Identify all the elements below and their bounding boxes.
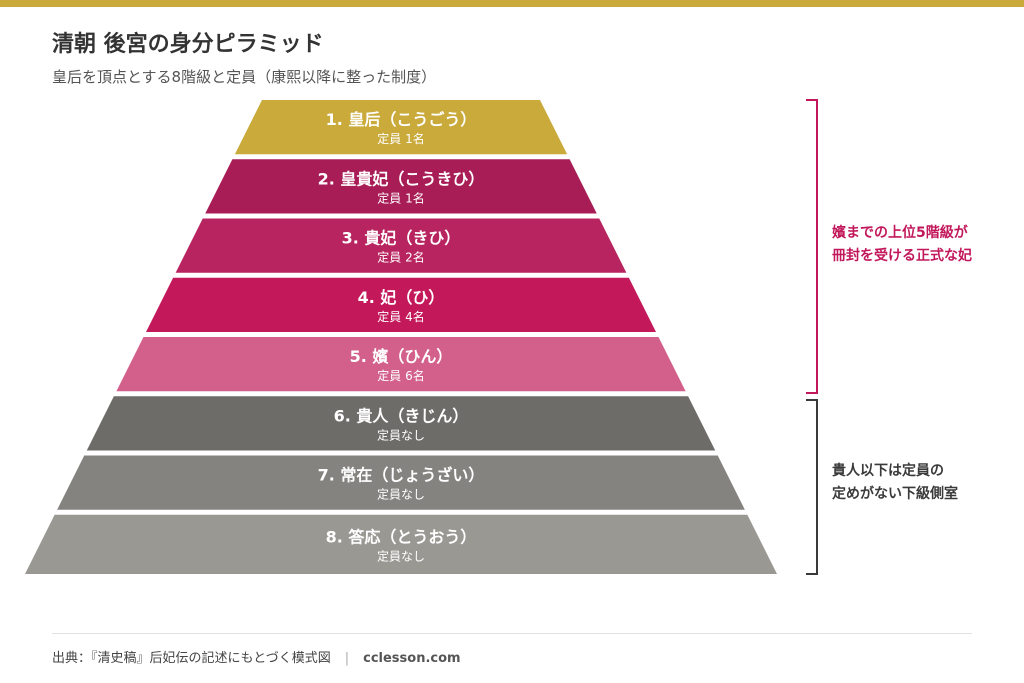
tier-7-quota: 定員なし	[377, 487, 425, 502]
tier-4-quota: 定員 4名	[377, 309, 424, 324]
tier-3-quota: 定員 2名	[377, 250, 424, 265]
tier-8-name: 8. 答応（とうおう）	[326, 527, 477, 546]
tier-3-name: 3. 貴妃（きひ）	[342, 229, 461, 248]
footer: 出典：『清史稿』后妃伝の記述にもとづく模式図 | cclesson.com	[52, 647, 461, 666]
tier-8-shape	[25, 514, 777, 574]
lower-bracket-label: 貴人以下は定員の 定めがない下級側室	[832, 460, 958, 506]
page-subtitle: 皇后を頂点とする8階級と定員（康熙以降に整った制度）	[52, 68, 437, 86]
upper-bracket	[806, 99, 818, 394]
tier-1-shape	[234, 100, 568, 155]
tier-1-name: 1. 皇后（こうごう）	[326, 110, 477, 129]
tier-5-name: 5. 嬪（ひん）	[350, 347, 453, 366]
lower-bracket	[806, 399, 818, 575]
page-title: 清朝 後宮の身分ピラミッド	[52, 32, 324, 57]
lower-bracket-line-2: 定めがない下級側室	[832, 486, 958, 502]
site-link[interactable]: cclesson.com	[363, 651, 461, 666]
tier-8-quota: 定員なし	[377, 548, 425, 563]
upper-bracket-line-2: 冊封を受ける正式な妃	[832, 248, 972, 264]
tier-1-quota: 定員 1名	[377, 131, 424, 146]
tier-6-name: 6. 貴人（きじん）	[334, 406, 469, 425]
lower-bracket-line-1: 貴人以下は定員の	[832, 463, 944, 479]
footer-divider	[52, 633, 972, 634]
tier-2-quota: 定員 1名	[377, 190, 424, 205]
tier-2-shape	[205, 159, 597, 214]
footer-separator: |	[344, 651, 350, 666]
source-note: 出典：『清史稿』后妃伝の記述にもとづく模式図	[52, 651, 331, 666]
tier-3-shape	[175, 218, 627, 273]
tier-4-name: 4. 妃（ひ）	[358, 288, 445, 307]
tier-4-shape	[146, 277, 656, 332]
tier-6-shape	[86, 396, 716, 451]
top-accent-bar	[0, 0, 1024, 7]
pyramid-tiers: 1. 皇后（こうごう） 定員 1名 2. 皇貴妃（こうきひ） 定員 1名 3. 貴妃（き…	[25, 100, 777, 574]
upper-bracket-label: 嬪までの上位5階級が 冊封を受ける正式な妃	[832, 222, 972, 268]
tier-7-name: 7. 常在（じょうざい）	[318, 466, 485, 485]
tier-6-quota: 定員なし	[377, 427, 425, 442]
tier-2-name: 2. 皇貴妃（こうきひ）	[318, 169, 485, 188]
tier-5-quota: 定員 6名	[377, 368, 424, 383]
upper-bracket-line-1: 嬪までの上位5階級が	[832, 225, 968, 241]
tier-5-shape	[116, 337, 686, 392]
tier-7-shape	[57, 455, 745, 510]
